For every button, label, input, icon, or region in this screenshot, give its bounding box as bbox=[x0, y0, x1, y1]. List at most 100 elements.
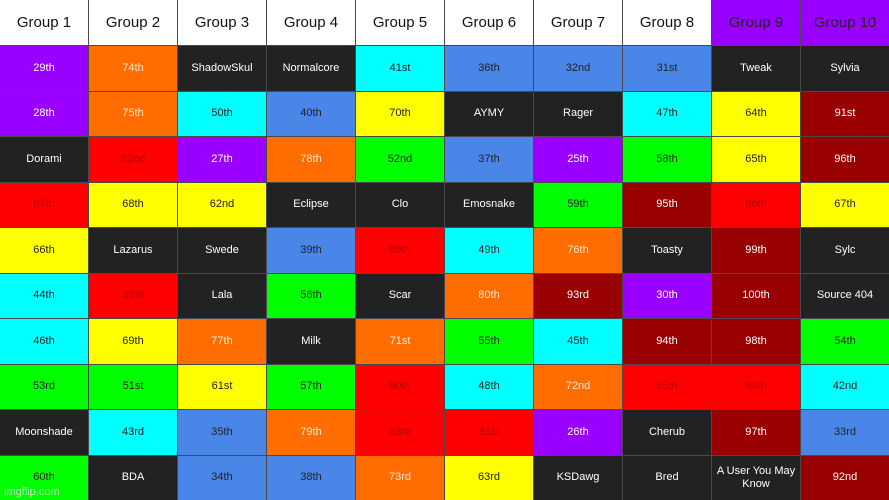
grid-cell-r2-c1: 28th bbox=[0, 91, 88, 136]
grid-cell-r8-c9: 84th bbox=[712, 364, 800, 409]
grid-cell-r2-c8: 47th bbox=[623, 91, 711, 136]
grid-cell-r6-c8: 30th bbox=[623, 273, 711, 318]
grid-cell-r9-c7: 26th bbox=[534, 410, 622, 455]
grid-cell-r8-c7: 72nd bbox=[534, 364, 622, 409]
group-header-3: Group 3 bbox=[178, 0, 266, 45]
grid-cell-r3-c8: 58th bbox=[623, 137, 711, 182]
grid-cell-r5-c10: Sylc bbox=[801, 228, 889, 273]
grid-cell-r3-c6: 37th bbox=[445, 137, 533, 182]
grid-cell-r3-c4: 78th bbox=[267, 137, 355, 182]
grid-cell-r10-c2: BDA bbox=[89, 455, 177, 500]
grid-cell-r5-c6: 49th bbox=[445, 228, 533, 273]
grid-cell-r5-c7: 76th bbox=[534, 228, 622, 273]
grid-cell-r4-c3: 62nd bbox=[178, 182, 266, 227]
grid-cell-r10-c7: KSDawg bbox=[534, 455, 622, 500]
grid-cell-r9-c1: Moonshade bbox=[0, 410, 88, 455]
group-header-6: Group 6 bbox=[445, 0, 533, 45]
grid-cell-r2-c9: 64th bbox=[712, 91, 800, 136]
grid-cell-r6-c5: Scar bbox=[356, 273, 444, 318]
grid-cell-r8-c2: 51st bbox=[89, 364, 177, 409]
grid-cell-r5-c3: Swede bbox=[178, 228, 266, 273]
grid-cell-r5-c1: 66th bbox=[0, 228, 88, 273]
grid-cell-r1-c5: 41st bbox=[356, 46, 444, 91]
grid-cell-r9-c5: 83rd bbox=[356, 410, 444, 455]
grid-cell-r4-c8: 95th bbox=[623, 182, 711, 227]
imgflip-watermark: imgflip.com bbox=[4, 486, 60, 498]
grid-cell-r3-c7: 25th bbox=[534, 137, 622, 182]
grid-cell-r2-c6: AYMY bbox=[445, 91, 533, 136]
grid-cell-r10-c5: 73rd bbox=[356, 455, 444, 500]
grid-cell-r10-c1: 60th bbox=[0, 455, 88, 500]
grid-cell-r7-c3: 77th bbox=[178, 319, 266, 364]
grid-cell-r5-c9: 99th bbox=[712, 228, 800, 273]
group-header-2: Group 2 bbox=[89, 0, 177, 45]
grid-cell-r2-c4: 40th bbox=[267, 91, 355, 136]
grid-cell-r6-c7: 93rd bbox=[534, 273, 622, 318]
grid-cell-r7-c5: 71st bbox=[356, 319, 444, 364]
grid-cell-r9-c9: 97th bbox=[712, 410, 800, 455]
grid-cell-r8-c6: 48th bbox=[445, 364, 533, 409]
grid-cell-r1-c9: Tweak bbox=[712, 46, 800, 91]
grid-cell-r9-c10: 33rd bbox=[801, 410, 889, 455]
grid-cell-r6-c6: 80th bbox=[445, 273, 533, 318]
grid-cell-r3-c2: 82nd bbox=[89, 137, 177, 182]
grid-cell-r4-c7: 59th bbox=[534, 182, 622, 227]
grid-cell-r4-c5: Clo bbox=[356, 182, 444, 227]
grid-cell-r1-c1: 29th bbox=[0, 46, 88, 91]
grid-cell-r5-c2: Lazarus bbox=[89, 228, 177, 273]
grid-cell-r4-c9: 86th bbox=[712, 182, 800, 227]
grid-cell-r8-c8: 85th bbox=[623, 364, 711, 409]
grid-cell-r9-c3: 35th bbox=[178, 410, 266, 455]
grid-cell-r8-c4: 57th bbox=[267, 364, 355, 409]
group-header-7: Group 7 bbox=[534, 0, 622, 45]
group-header-9: Group 9 bbox=[712, 0, 800, 45]
grid-cell-r1-c7: 32nd bbox=[534, 46, 622, 91]
grid-cell-r6-c10: Source 404 bbox=[801, 273, 889, 318]
grid-cell-r1-c4: Normalcore bbox=[267, 46, 355, 91]
grid-cell-r6-c2: 88th bbox=[89, 273, 177, 318]
grid-cell-r10-c3: 34th bbox=[178, 455, 266, 500]
grid-cell-r9-c2: 43rd bbox=[89, 410, 177, 455]
grid-cell-r1-c6: 36th bbox=[445, 46, 533, 91]
grid-cell-r8-c1: 53rd bbox=[0, 364, 88, 409]
grid-cell-r5-c8: Toasty bbox=[623, 228, 711, 273]
grid-cell-r6-c1: 44th bbox=[0, 273, 88, 318]
grid-cell-r9-c8: Cherub bbox=[623, 410, 711, 455]
grid-cell-r7-c2: 69th bbox=[89, 319, 177, 364]
group-header-10: Group 10 bbox=[801, 0, 889, 45]
grid-cell-r1-c8: 31st bbox=[623, 46, 711, 91]
grid-cell-r10-c6: 63rd bbox=[445, 455, 533, 500]
group-header-4: Group 4 bbox=[267, 0, 355, 45]
group-header-8: Group 8 bbox=[623, 0, 711, 45]
grid-cell-r3-c5: 52nd bbox=[356, 137, 444, 182]
grid-cell-r10-c10: 92nd bbox=[801, 455, 889, 500]
grid-cell-r3-c9: 65th bbox=[712, 137, 800, 182]
grid-cell-r7-c4: Milk bbox=[267, 319, 355, 364]
grid-cell-r8-c3: 61st bbox=[178, 364, 266, 409]
group-header-5: Group 5 bbox=[356, 0, 444, 45]
group-header-1: Group 1 bbox=[0, 0, 88, 45]
grid-cell-r6-c9: 100th bbox=[712, 273, 800, 318]
grid-cell-r3-c10: 96th bbox=[801, 137, 889, 182]
grid-cell-r1-c2: 74th bbox=[89, 46, 177, 91]
grid-cell-r7-c8: 94th bbox=[623, 319, 711, 364]
grid-cell-r2-c2: 75th bbox=[89, 91, 177, 136]
grid-cell-r4-c2: 68th bbox=[89, 182, 177, 227]
grid-cell-r5-c5: 89th bbox=[356, 228, 444, 273]
grid-cell-r9-c6: 81st bbox=[445, 410, 533, 455]
grid-cell-r4-c1: 87th bbox=[0, 182, 88, 227]
grid-cell-r9-c4: 79th bbox=[267, 410, 355, 455]
grid-cell-r7-c10: 54th bbox=[801, 319, 889, 364]
grid-cell-r2-c5: 70th bbox=[356, 91, 444, 136]
grid-cell-r6-c4: 56th bbox=[267, 273, 355, 318]
grid-cell-r4-c6: Emosnake bbox=[445, 182, 533, 227]
grid-cell-r8-c5: 90th bbox=[356, 364, 444, 409]
grid-cell-r1-c3: ShadowSkul bbox=[178, 46, 266, 91]
grid-cell-r4-c10: 67th bbox=[801, 182, 889, 227]
grid-cell-r10-c8: Bred bbox=[623, 455, 711, 500]
grid-cell-r1-c10: Sylvia bbox=[801, 46, 889, 91]
grid-cell-r7-c9: 98th bbox=[712, 319, 800, 364]
grid-cell-r10-c9: A User You May Know bbox=[712, 455, 800, 500]
grid-cell-r7-c6: 55th bbox=[445, 319, 533, 364]
